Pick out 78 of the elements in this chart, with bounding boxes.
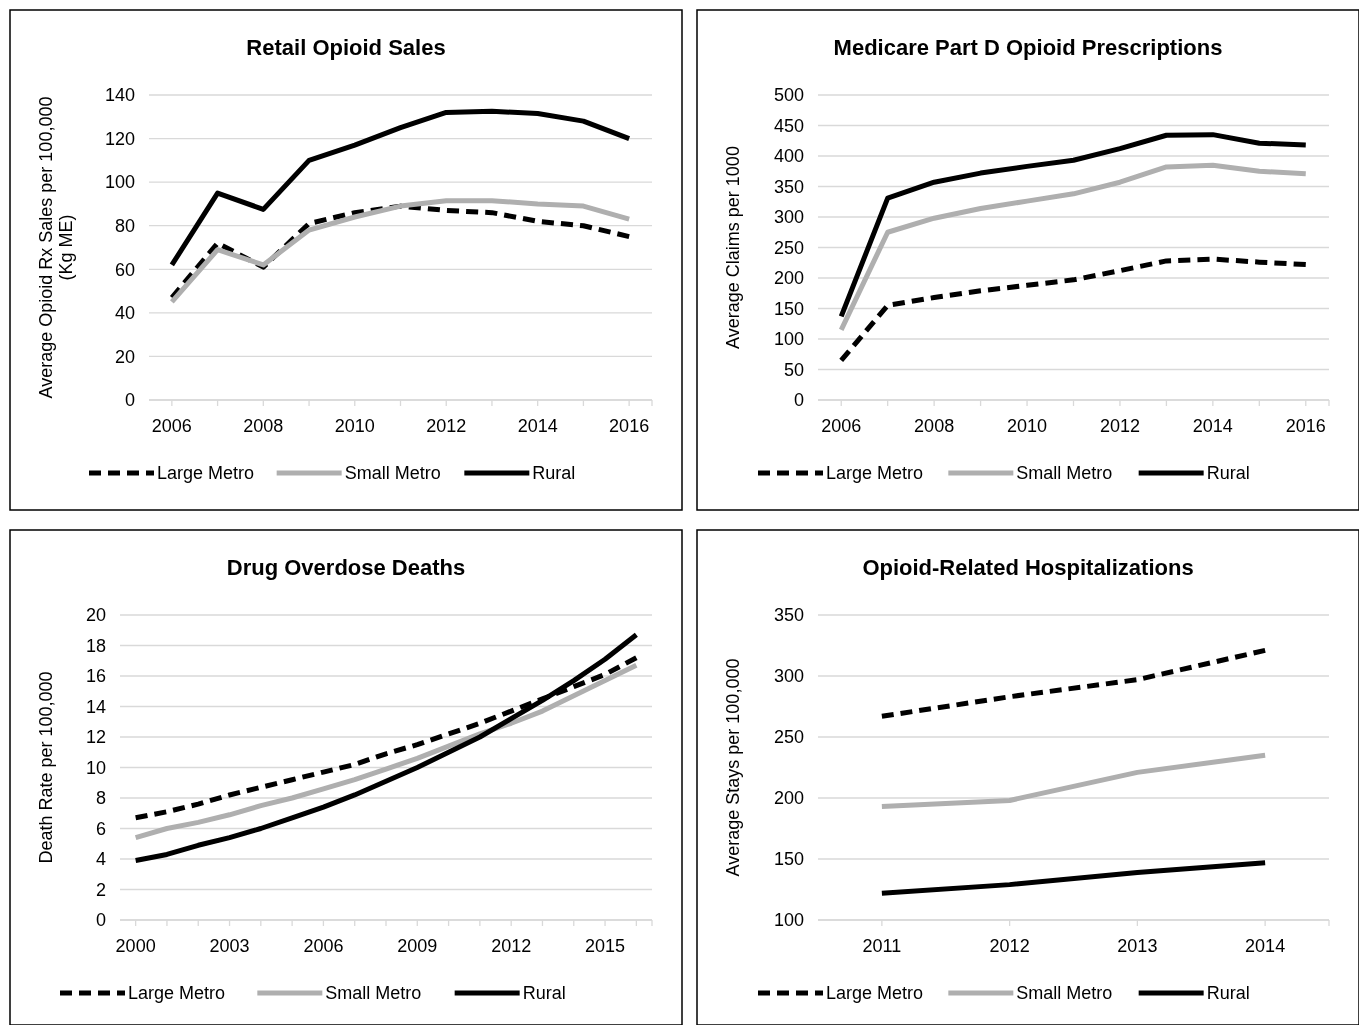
x-tick-label: 2010 [1007, 416, 1048, 436]
chart-title: Retail Opioid Sales [246, 35, 446, 60]
y-tick-label: 450 [773, 115, 804, 136]
y-tick-label: 0 [793, 390, 804, 411]
x-tick-label: 2012 [426, 416, 467, 436]
y-tick-label: 300 [773, 207, 804, 228]
y-tick-label: 12 [85, 727, 106, 748]
x-tick-label: 2012 [491, 936, 532, 956]
y-tick-label: 18 [85, 635, 106, 656]
x-tick-label: 2013 [1117, 936, 1158, 956]
y-tick-label: 0 [124, 390, 135, 411]
y-axis-title: Death Rate per 100,000 [36, 671, 56, 864]
y-tick-label: 250 [773, 237, 804, 258]
y-tick-label: 140 [104, 85, 135, 106]
x-tick-label: 2006 [821, 416, 862, 436]
x-tick-label: 2014 [1245, 936, 1286, 956]
x-tick-label: 2014 [1192, 416, 1233, 436]
legend-label: Small Metro [325, 983, 422, 1004]
legend-label: Large Metro [826, 983, 924, 1004]
x-tick-label: 2008 [243, 416, 284, 436]
legend-label: Rural [532, 463, 576, 484]
legend-label: Large Metro [157, 463, 255, 484]
x-tick-label: 2012 [989, 936, 1030, 956]
legend-label: Large Metro [826, 463, 924, 484]
x-tick-label: 2003 [209, 936, 250, 956]
y-tick-label: 14 [85, 696, 106, 717]
chart-title: Drug Overdose Deaths [226, 555, 466, 580]
y-tick-label: 350 [773, 176, 804, 197]
legend-label: Rural [1206, 983, 1250, 1004]
y-tick-label: 250 [773, 727, 804, 748]
x-tick-label: 2015 [585, 936, 626, 956]
x-tick-label: 2006 [303, 936, 344, 956]
y-tick-label: 150 [773, 298, 804, 319]
x-tick-label: 2016 [1285, 416, 1326, 436]
y-tick-label: 0 [95, 910, 106, 931]
y-tick-label: 6 [95, 818, 106, 839]
y-tick-label: 50 [783, 359, 804, 380]
y-tick-label: 100 [773, 329, 804, 350]
y-axis-title: Average Opioid Rx Sales per 100,000 (Kg ME) [36, 96, 76, 399]
y-tick-label: 350 [773, 605, 804, 626]
y-tick-label: 60 [114, 259, 135, 280]
x-tick-label: 2016 [609, 416, 650, 436]
y-tick-label: 200 [773, 268, 804, 289]
y-tick-label: 200 [773, 788, 804, 809]
legend-label: Rural [522, 983, 566, 1004]
x-tick-label: 2014 [517, 416, 558, 436]
legend-label: Small Metro [344, 463, 441, 484]
chart-title: Opioid-Related Hospitalizations [862, 555, 1194, 580]
x-tick-label: 2011 [862, 936, 902, 956]
x-tick-label: 2010 [334, 416, 375, 436]
x-tick-label: 2009 [397, 936, 438, 956]
x-tick-label: 2012 [1099, 416, 1140, 436]
y-tick-label: 150 [773, 849, 804, 870]
legend-label: Large Metro [128, 983, 226, 1004]
y-tick-label: 10 [85, 757, 106, 778]
y-axis-title: Average Claims per 1000 [723, 146, 743, 349]
y-tick-label: 300 [773, 666, 804, 687]
y-axis-title: Average Stays per 100,000 [723, 658, 743, 877]
y-tick-label: 8 [95, 788, 106, 809]
y-tick-label: 20 [85, 605, 106, 626]
x-tick-label: 2008 [914, 416, 955, 436]
y-tick-label: 120 [104, 128, 135, 149]
x-tick-label: 2000 [115, 936, 156, 956]
y-tick-label: 16 [85, 666, 106, 687]
y-tick-label: 40 [114, 303, 135, 324]
y-tick-label: 2 [95, 879, 106, 900]
y-tick-label: 400 [773, 146, 804, 167]
x-tick-label: 2006 [151, 416, 192, 436]
y-tick-label: 100 [773, 910, 804, 931]
y-tick-label: 500 [773, 85, 804, 106]
chart-title: Medicare Part D Opioid Prescriptions [833, 35, 1223, 60]
y-tick-label: 20 [114, 346, 135, 367]
y-tick-label: 100 [104, 172, 135, 193]
y-tick-label: 80 [114, 216, 135, 237]
y-tick-label: 4 [95, 849, 106, 870]
legend-label: Rural [1206, 463, 1250, 484]
legend-label: Small Metro [1016, 983, 1113, 1004]
legend-label: Small Metro [1016, 463, 1113, 484]
